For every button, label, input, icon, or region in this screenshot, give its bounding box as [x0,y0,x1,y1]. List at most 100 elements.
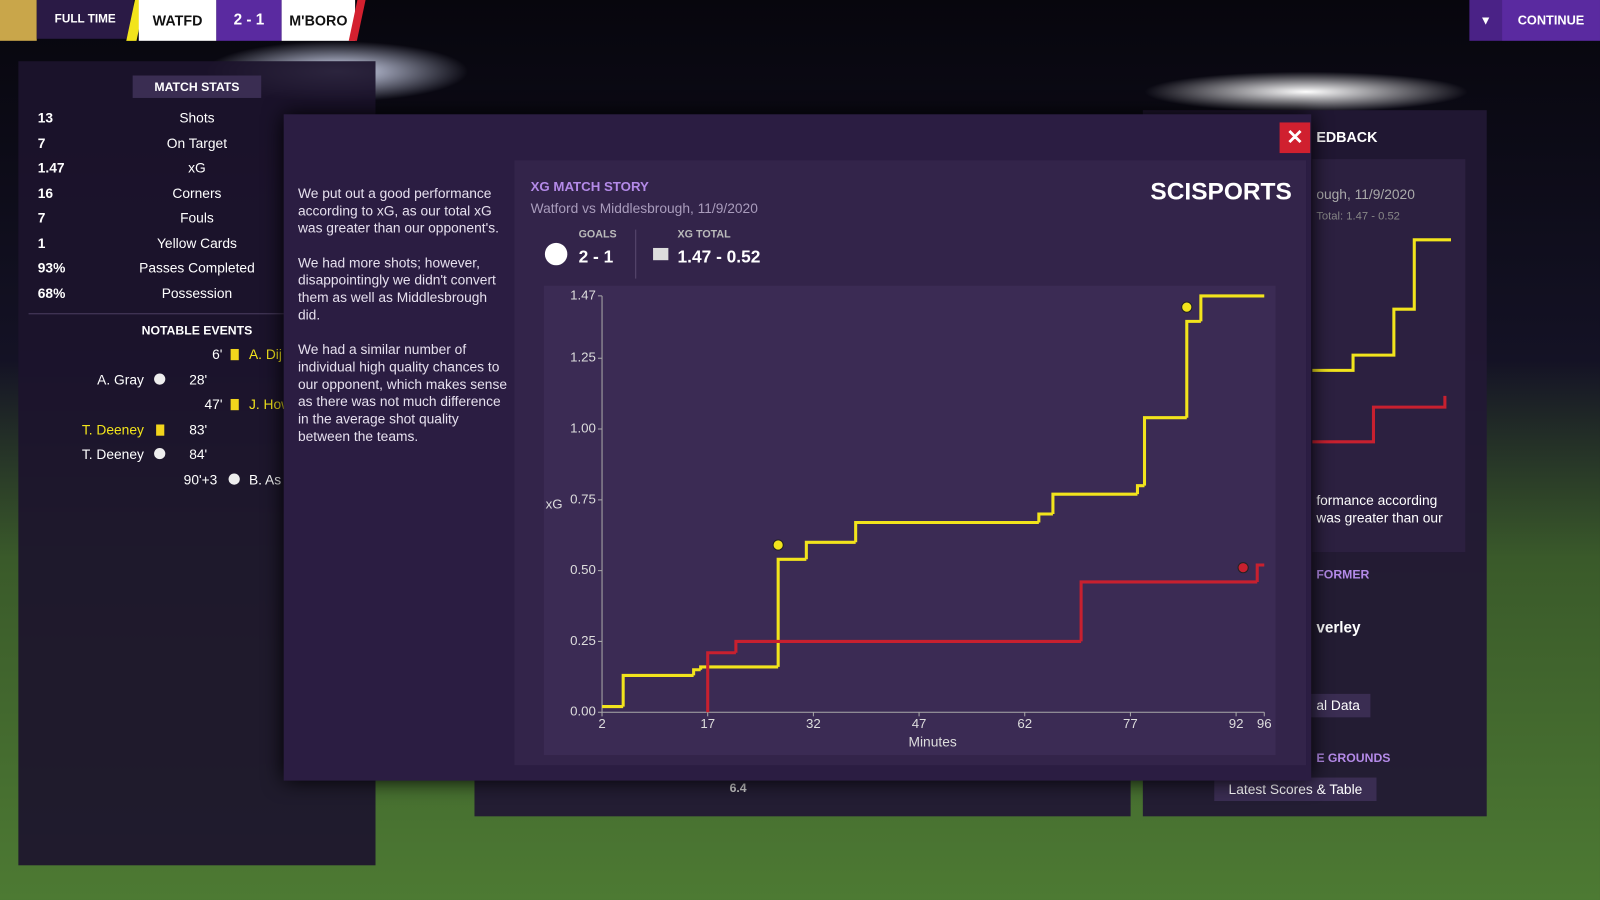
xg-step [1135,484,1145,495]
data-button[interactable]: al Data [1306,693,1371,718]
home-team: WATFD [138,0,217,41]
goal-marker [1237,562,1249,574]
y-tick-label: 0.25 [570,633,596,648]
stat-value: 68% [37,285,66,301]
grounds-title: E GROUNDS [1316,751,1391,766]
feedback-text: We put out a good performance according … [298,185,512,445]
y-tick-label: 1.00 [570,421,596,436]
mini-line [1312,238,1452,372]
xg-step [804,540,856,560]
xg-step [1142,416,1187,486]
x-tick-label: 2 [598,716,605,731]
stat-value: 93% [37,260,66,276]
xg-step [734,639,1082,653]
panel-subtitle: ough, 11/9/2020 [1316,186,1415,203]
goal-marker [772,539,784,551]
goals: 2 - 1 [579,247,614,267]
stat-label: xG [188,160,206,176]
stat-value: 1.47 [37,160,65,176]
paragraph: We put out a good performance according … [297,185,499,236]
rating: 6.4 [729,780,747,795]
y-tick-label: 0.75 [570,491,596,506]
goal-icon [154,373,166,385]
stat-label: Possession [161,285,233,301]
xg-step [1037,512,1053,523]
y-tick-label: 1.47 [570,287,596,302]
xg-step [699,665,779,670]
mini-chart-lines [1312,238,1452,444]
xg-chart: XG MATCH STORY Watford vs Middlesbrough,… [514,160,1307,766]
panel-text: formance according [1316,492,1438,509]
event-player: T. Deeney [81,446,144,463]
performer-name: verley [1316,619,1361,637]
x-tick-label: 92 [1229,716,1244,731]
logo: SCISPORTS [1150,178,1291,205]
xg-step [706,651,736,713]
ball-icon [544,242,568,266]
x-axis-label: Minutes [909,734,957,749]
x-tick-label: 47 [912,716,927,731]
xg-step [1255,563,1265,582]
xg-step [1185,319,1201,418]
divider [28,313,366,315]
event-player: B. As [248,472,282,488]
chart-title: XG MATCH STORY [531,179,649,194]
close-button[interactable]: ✕ [1279,122,1311,154]
performer-title: FORMER [1316,567,1370,582]
x-tick-label: 32 [806,716,821,731]
mini-line [1312,395,1447,444]
stat-value: 7 [37,210,46,226]
x-tick-label: 96 [1257,716,1272,731]
xg-step [776,557,807,667]
continue-button[interactable]: CONTINUE [1502,0,1600,41]
paragraph: We had a similar number of individual hi… [297,341,508,444]
event-minute: 6' [212,346,223,363]
match-stats-title[interactable]: MATCH STATS [132,75,262,98]
x-tick-label: 77 [1123,716,1138,731]
xg-step [1051,492,1138,514]
panel-title: EDBACK [1316,128,1378,145]
event-player: J. How [248,396,292,413]
xg-icon [653,247,669,261]
xg-total: 1.47 - 0.52 [678,247,761,267]
xg-step [1079,580,1258,642]
goals-label: GOALS [579,229,617,241]
xg-step [692,668,701,676]
y-tick-label: 0.00 [570,704,596,719]
stat-value: 1 [37,235,46,251]
stat-label: Yellow Cards [156,235,237,251]
stat-value: 13 [37,110,54,126]
badge [0,0,37,41]
scores-button[interactable]: Latest Scores & Table [1214,777,1377,802]
xg-step [621,673,694,707]
y-tick-label: 1.25 [570,350,596,365]
xg-step [1199,294,1265,322]
goal-icon [228,473,240,485]
yellow-card-icon [230,348,239,361]
stat-value: 7 [37,135,46,151]
score: 2 - 1 [216,0,282,41]
xg-label: XG TOTAL [678,229,732,241]
y-axis-label: xG [546,497,563,512]
panel-total: Total: 1.47 - 0.52 [1316,210,1400,223]
notable-events-title: NOTABLE EVENTS [141,323,253,338]
stat-label: Shots [179,110,215,126]
yellow-card-icon [156,424,165,436]
event-minute: 83' [189,422,208,438]
floodlight [1142,71,1470,113]
event-player: A. Dij [248,346,282,363]
stat-value: 16 [37,185,54,201]
goal-icon [154,447,166,460]
away-team: M'BORO [281,0,356,41]
stat-label: On Target [166,135,228,151]
chart-subtitle: Watford vs Middlesbrough, 11/9/2020 [531,201,759,216]
event-minute: 90'+3 [183,472,218,488]
yellow-card-icon [230,398,239,411]
stat-label: Passes Completed [139,260,255,276]
continue-menu[interactable]: ▼ [1469,0,1503,41]
event-minute: 47' [204,396,223,413]
goal-marker [1181,301,1193,313]
event-minute: 28' [189,372,208,388]
